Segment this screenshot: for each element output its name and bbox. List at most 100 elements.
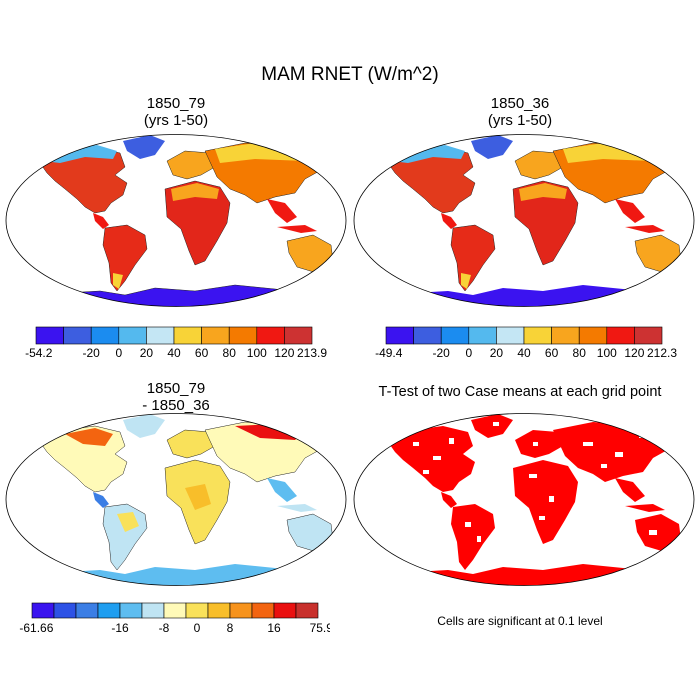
colorbar-1-swatch — [35, 326, 64, 345]
southeast-asia-land — [267, 199, 297, 223]
colorbar-2-swatch — [634, 326, 663, 345]
colorbar-3-tick-label: 8 — [227, 621, 234, 635]
panel-3-title-line1: 1850_79 — [146, 380, 206, 397]
antarctica-land — [354, 285, 694, 307]
colorbar-1-swatch — [228, 326, 258, 345]
north-america-north — [391, 145, 465, 163]
colorbar-2-tick-label: 60 — [545, 346, 559, 360]
colorbar-2-tick-label: 20 — [490, 346, 504, 360]
colorbar-3-tick-label: 16 — [267, 621, 281, 635]
australia-land — [634, 234, 682, 274]
colorbar-1-swatch — [256, 326, 285, 345]
colorbar-1: -54.2 -20 0 20 40 60 80 100 120 213.9 — [25, 326, 327, 360]
central-america-land — [441, 492, 457, 508]
central-america-land — [93, 492, 109, 508]
panel-2-title-line1: 1850_36 — [490, 95, 550, 112]
australia-land — [286, 234, 334, 274]
panel-3-title: 1850_79 - 1850_36 — [26, 380, 326, 414]
panel-2-title: 1850_36 (yrs 1-50) — [370, 95, 670, 129]
africa-land — [164, 180, 231, 266]
southeast-asia-land — [615, 199, 645, 223]
colorbar-2-swatch — [385, 326, 414, 345]
panel-2-title-line2: (yrs 1-50) — [487, 112, 553, 129]
europe-land — [166, 429, 216, 459]
colorbar-3-swatch — [207, 602, 231, 619]
colorbar-2-tick-label: 100 — [597, 346, 617, 360]
greenland-land — [123, 135, 165, 159]
colorbar-3-swatch — [163, 602, 187, 619]
colorbar-1-swatch — [118, 326, 147, 345]
europe-land — [515, 430, 563, 458]
colorbar-3-swatch — [273, 602, 297, 619]
colorbar-2-swatch — [496, 326, 525, 345]
antarctica-land — [354, 564, 694, 586]
map-panel-1 — [5, 134, 347, 307]
colorbar-3-tick-label: -61.66 — [19, 621, 53, 635]
colorbar-2: -49.4 -20 0 20 40 60 80 100 120 212.3 — [375, 326, 677, 360]
colorbar-1-tick-label: 100 — [247, 346, 267, 360]
australia-land — [635, 514, 681, 552]
colorbar-1-swatch — [90, 326, 120, 345]
south-america-south — [461, 273, 471, 289]
colorbar-1-swatch — [284, 326, 313, 345]
colorbar-2-swatch — [523, 326, 552, 345]
south-america-land — [102, 224, 148, 292]
greenland-land — [123, 414, 165, 438]
indonesia-land — [277, 504, 317, 512]
colorbar-3-swatch — [251, 602, 275, 619]
map-panel-3 — [5, 413, 347, 586]
greenland-land — [471, 135, 513, 159]
colorbar-2-swatch — [413, 326, 442, 345]
colorbar-2-tick-label: 212.3 — [647, 346, 677, 360]
colorbar-1-tick-label: 0 — [115, 346, 122, 360]
colorbar-2-tick-label: 40 — [517, 346, 531, 360]
colorbar-1-swatch — [146, 326, 175, 345]
colorbar-1-tick-label: 40 — [167, 346, 181, 360]
significance-footnote: Cells are significant at 0.1 level — [437, 614, 603, 628]
southeast-asia-land — [267, 478, 297, 502]
indonesia-land — [277, 225, 317, 233]
indonesia-land — [625, 504, 665, 512]
colorbar-1-tick-label: -20 — [83, 346, 101, 360]
colorbar-3-swatch — [75, 602, 99, 619]
north-america-north — [65, 428, 113, 446]
panel-1-title: 1850_79 (yrs 1-50) — [26, 95, 326, 129]
colorbar-2-swatch — [440, 326, 470, 345]
colorbar-1-tick-label: -54.2 — [25, 346, 53, 360]
panel-1-title-line2: (yrs 1-50) — [143, 112, 209, 129]
colorbar-3-swatch — [31, 602, 55, 619]
colorbar-3-swatch — [141, 602, 165, 619]
africa-land — [513, 460, 578, 544]
colorbar-3-swatch — [97, 602, 121, 619]
central-america-land — [441, 213, 457, 229]
south-america-south — [113, 273, 123, 289]
panel-4-title: T-Test of two Case means at each grid po… — [378, 384, 662, 400]
colorbar-3-tick-label: 75.99 — [310, 621, 330, 635]
panel-3-title-line2: - 1850_36 — [142, 397, 210, 414]
australia-land — [286, 513, 334, 553]
colorbar-3-swatch — [53, 602, 77, 619]
south-america-patch — [117, 512, 139, 532]
map-panel-4 — [353, 413, 695, 586]
panel-1-title-line1: 1850_79 — [146, 95, 206, 112]
colorbar-1-swatch — [63, 326, 92, 345]
colorbar-3-tick-label: -16 — [111, 621, 129, 635]
colorbar-1-tick-label: 213.9 — [297, 346, 327, 360]
south-america-land — [451, 504, 495, 570]
colorbar-3-tick-label: -8 — [159, 621, 170, 635]
colorbar-1-tick-label: 20 — [140, 346, 154, 360]
southeast-asia-land — [615, 478, 645, 502]
colorbar-1-tick-label: 80 — [223, 346, 237, 360]
colorbar-3-swatch — [185, 602, 209, 619]
colorbar-2-swatch — [578, 326, 608, 345]
colorbar-1-swatch — [201, 326, 230, 345]
europe-land — [514, 150, 564, 180]
colorbar-3-swatch — [295, 602, 319, 619]
central-america-land — [93, 213, 109, 229]
colorbar-2-swatch — [606, 326, 635, 345]
main-title: MAM RNET (W/m^2) — [261, 64, 439, 85]
colorbar-2-tick-label: 80 — [573, 346, 587, 360]
greenland-land — [471, 414, 513, 438]
africa-land — [512, 180, 579, 266]
antarctica-land — [6, 564, 346, 586]
